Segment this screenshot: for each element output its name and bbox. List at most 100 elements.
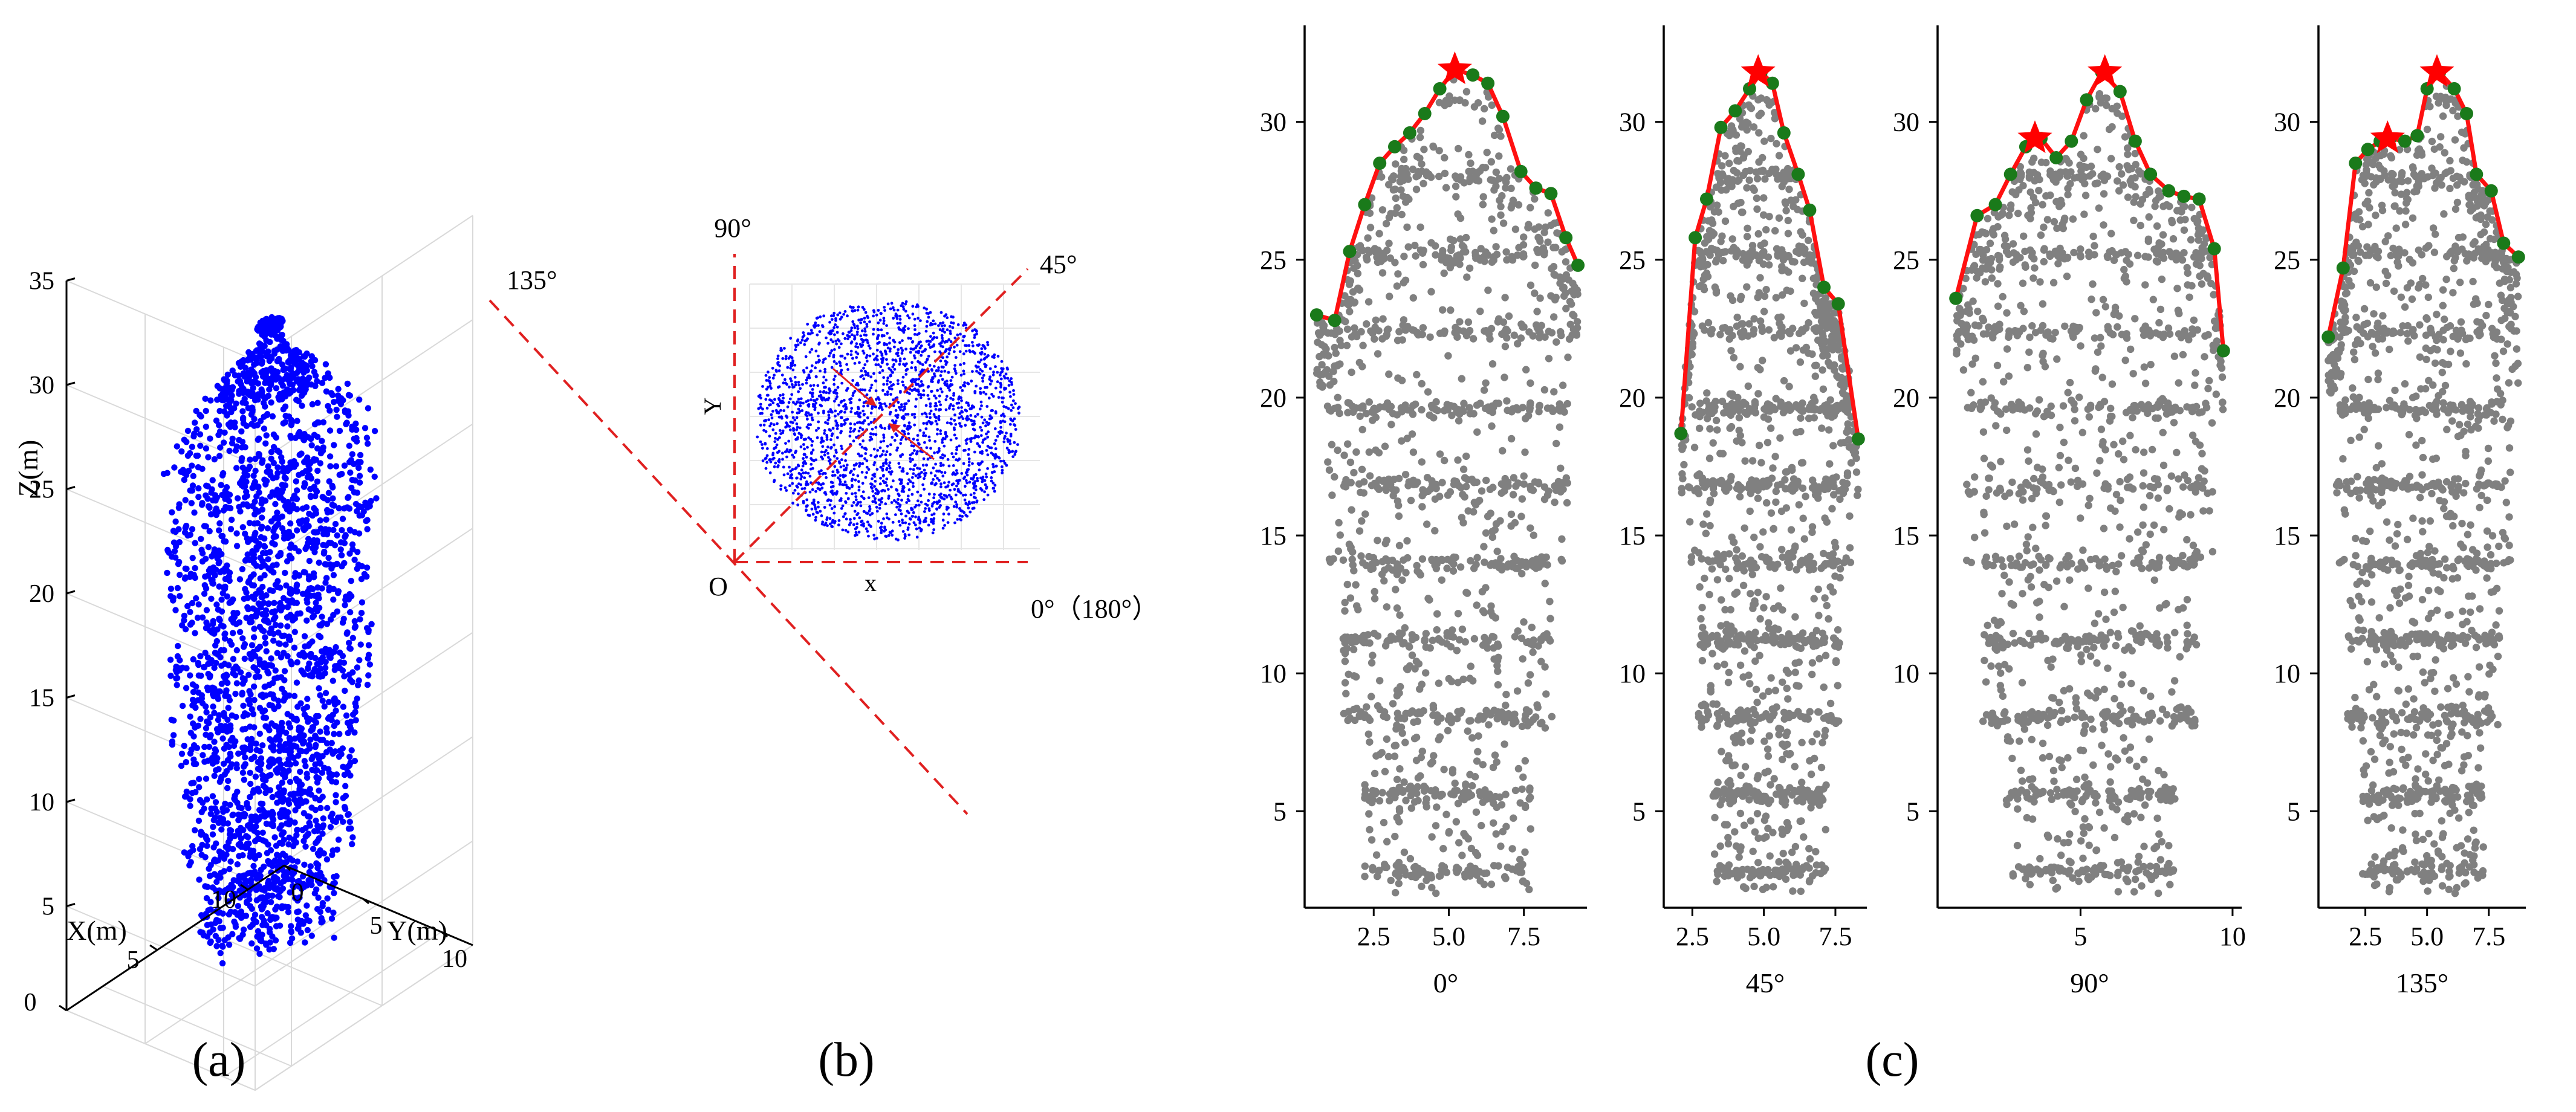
a-point — [242, 444, 248, 451]
b-point — [896, 322, 900, 325]
b-point — [965, 438, 969, 441]
a-point — [214, 555, 221, 561]
b-point — [899, 482, 902, 485]
b-point — [927, 435, 931, 439]
b-point — [955, 484, 958, 488]
b-point — [958, 457, 961, 461]
a-point — [326, 478, 333, 485]
b-point — [802, 331, 805, 334]
a-z-tick-label: 5 — [42, 893, 54, 921]
a-point — [327, 813, 334, 820]
b-point — [854, 412, 857, 415]
a-point — [256, 435, 262, 442]
b-point — [799, 401, 802, 404]
b-point — [1014, 450, 1017, 454]
b-point — [936, 432, 939, 436]
a-point — [319, 918, 326, 925]
b-point — [857, 531, 861, 534]
b-point — [914, 515, 917, 519]
b-point — [975, 329, 978, 332]
b-point — [967, 457, 971, 461]
a-point — [254, 520, 261, 526]
b-point — [825, 336, 828, 340]
a-point — [221, 937, 228, 943]
a-point — [365, 627, 372, 633]
b-point — [884, 502, 887, 506]
b-point — [806, 445, 809, 449]
b-point — [978, 445, 982, 448]
b-point — [770, 413, 773, 416]
b-point — [858, 461, 861, 465]
b-point — [836, 338, 840, 341]
b-point — [812, 405, 815, 408]
b-point — [802, 471, 805, 474]
b-point — [901, 305, 905, 308]
a-point — [282, 641, 289, 648]
b-point — [953, 521, 956, 525]
b-point — [827, 456, 830, 459]
a-point — [187, 609, 193, 615]
a-point — [363, 564, 371, 571]
a-point — [333, 463, 340, 470]
b-point — [953, 350, 956, 354]
b-point — [952, 471, 955, 474]
b-point — [941, 526, 945, 530]
b-point — [865, 323, 869, 326]
b-point — [795, 416, 799, 419]
b-point — [962, 362, 965, 365]
b-point — [844, 407, 848, 411]
b-point — [926, 393, 930, 397]
b-point — [874, 479, 877, 483]
a-point — [279, 771, 286, 778]
a-point — [209, 831, 216, 838]
b-point — [868, 354, 872, 358]
b-point — [777, 450, 781, 453]
b-point — [895, 505, 898, 509]
a-point — [195, 659, 201, 667]
b-point — [768, 458, 771, 462]
b-point — [871, 477, 874, 480]
a-point — [348, 593, 355, 600]
b-point — [772, 423, 776, 427]
b-point — [935, 336, 939, 340]
b-point — [858, 442, 862, 446]
a-point — [261, 425, 268, 432]
a-point — [196, 412, 203, 418]
b-point — [821, 445, 825, 448]
b-point — [901, 349, 904, 352]
a-point — [326, 427, 334, 434]
b-point — [860, 338, 863, 341]
a-point — [177, 657, 183, 664]
a-point — [248, 905, 255, 913]
a-point — [301, 758, 308, 764]
a-point — [245, 606, 251, 613]
a-point — [342, 806, 349, 812]
b-point — [785, 416, 789, 419]
a-point — [232, 447, 239, 454]
b-point — [863, 363, 867, 366]
a-point — [258, 525, 265, 532]
b-point — [863, 329, 867, 333]
b-point — [1004, 387, 1008, 390]
a-point — [288, 923, 294, 929]
b-point — [874, 389, 878, 393]
b-point — [793, 432, 796, 436]
b-point — [861, 462, 865, 465]
b-point — [810, 444, 814, 447]
a-point — [262, 714, 270, 722]
b-point — [903, 402, 906, 406]
a-point — [207, 397, 214, 404]
b-point — [892, 317, 895, 320]
b-point — [1005, 447, 1009, 450]
a-point — [290, 842, 297, 850]
b-point — [985, 386, 988, 389]
a-point — [271, 541, 278, 548]
b-point — [949, 496, 953, 499]
b-point — [869, 485, 873, 489]
b-point — [791, 502, 794, 505]
a-point — [327, 463, 334, 470]
a-point — [307, 473, 313, 479]
a-point — [225, 705, 232, 711]
b-point — [877, 398, 881, 401]
a-point — [250, 473, 257, 479]
